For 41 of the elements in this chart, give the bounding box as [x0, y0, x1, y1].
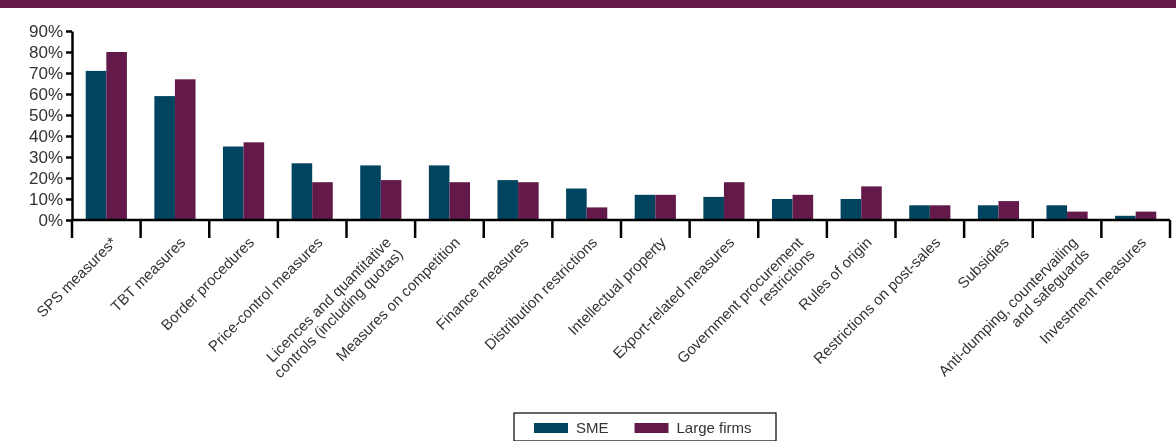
- bar: [312, 182, 333, 220]
- bar: [977, 205, 999, 220]
- bar: [518, 182, 539, 220]
- bar: [840, 199, 862, 220]
- bar: [497, 180, 519, 220]
- y-tick-label: 80%: [28, 42, 63, 62]
- bar: [998, 201, 1020, 220]
- y-tick-label: 70%: [28, 63, 63, 83]
- bar: [174, 79, 196, 220]
- bar: [861, 186, 882, 220]
- bar: [1046, 205, 1068, 220]
- bar: [703, 196, 724, 220]
- y-tick-label: 0%: [38, 210, 63, 230]
- bar: [243, 142, 265, 220]
- bar: [586, 207, 608, 220]
- bar: [792, 194, 814, 220]
- y-tick-label: 10%: [28, 189, 63, 209]
- bar: [449, 182, 471, 220]
- bar: [771, 199, 793, 220]
- y-tick-label: 20%: [28, 168, 63, 188]
- y-tick-label: 90%: [28, 21, 63, 41]
- legend-label: Large firms: [676, 419, 752, 436]
- bar: [222, 146, 244, 220]
- y-tick-label: 50%: [28, 105, 63, 125]
- bar: [154, 96, 175, 220]
- bar: [566, 188, 587, 220]
- bar: [655, 194, 676, 220]
- y-tick-label: 40%: [28, 126, 63, 146]
- bar: [428, 165, 450, 220]
- bar: [291, 163, 313, 220]
- legend-label: SME: [576, 419, 609, 436]
- bar: [85, 70, 107, 220]
- bar: [909, 205, 930, 220]
- bar: [929, 205, 951, 220]
- bar: [106, 52, 127, 220]
- bar: [360, 165, 381, 220]
- y-tick-label: 30%: [28, 147, 63, 167]
- bar: [723, 182, 745, 220]
- y-tick-label: 60%: [28, 84, 63, 104]
- bar: [634, 194, 656, 220]
- bar: [380, 180, 402, 220]
